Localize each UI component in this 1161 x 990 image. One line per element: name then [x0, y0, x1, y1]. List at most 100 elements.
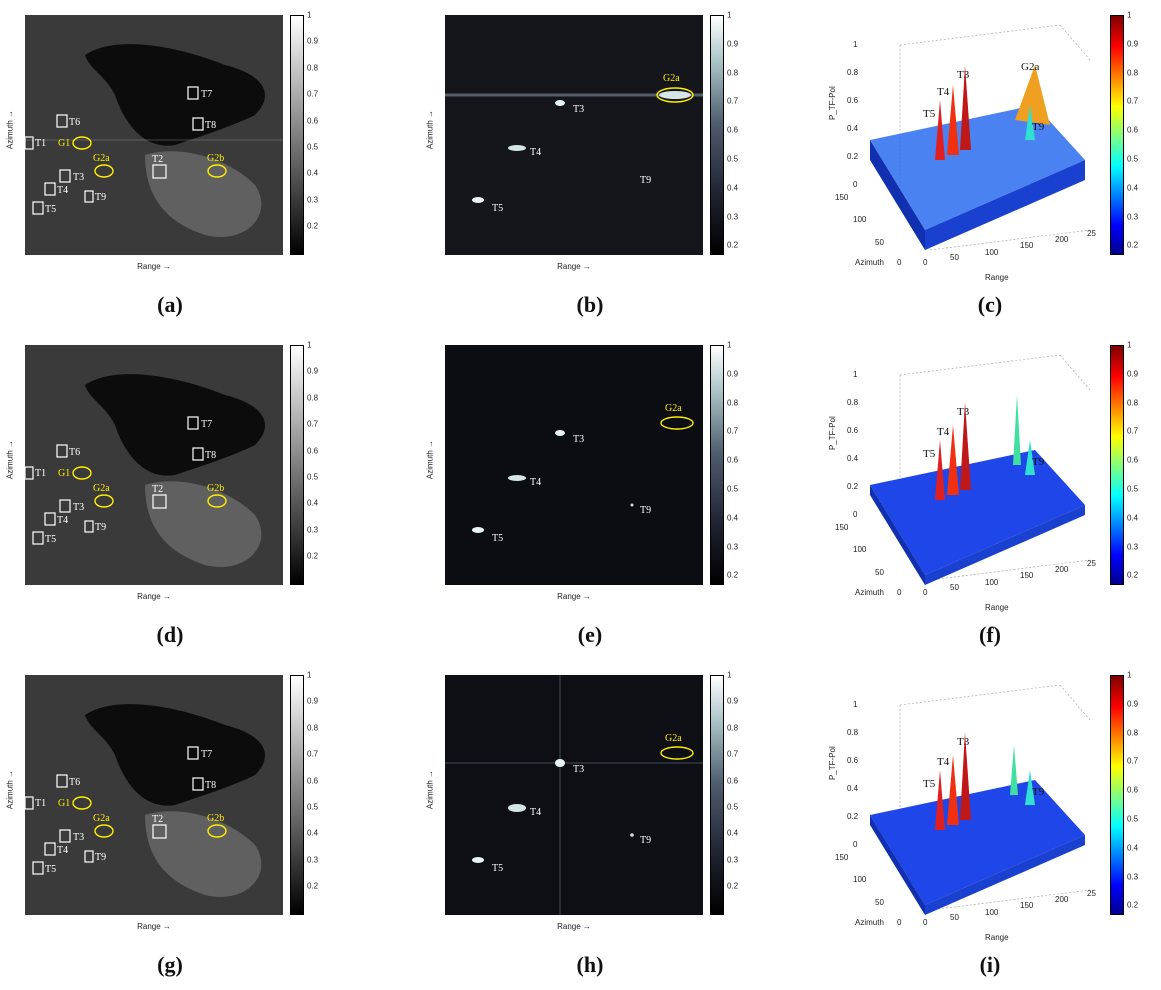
colorbar-ticks: 1 0.9 0.8 0.7 0.6 0.5 0.4 0.3 0.2 [727, 670, 739, 891]
panel-e: T3 T4 T5 T9 G2a 1 0.9 0.8 0.7 0.6 0.5 0.… [420, 330, 807, 660]
colorbar-bone [710, 675, 724, 915]
svg-text:T2: T2 [152, 814, 163, 825]
panel-i: T5 T4 T3 T9 1 0.8 0.6 0.4 0.2 0 150 100 … [820, 660, 1161, 990]
label-t4: T4 [57, 185, 68, 196]
svg-text:0.2: 0.2 [847, 152, 859, 161]
svg-text:T4: T4 [937, 426, 950, 438]
svg-text:50: 50 [875, 568, 884, 577]
svg-text:150: 150 [835, 853, 849, 862]
y-axis-label: Azimuth → [425, 109, 435, 150]
svg-text:0: 0 [923, 588, 928, 597]
svg-text:100: 100 [853, 215, 867, 224]
colorbar-ticks: 1 0.9 0.8 0.7 0.6 0.5 0.4 0.3 0.2 [1127, 340, 1139, 580]
sar-intensity-image-d: T1 T6 T7 T8 T3 T4 T5 T2 T9 G1 G2a G2b [25, 345, 283, 585]
svg-text:0.8: 0.8 [847, 398, 859, 407]
svg-text:150: 150 [1020, 571, 1034, 580]
colorbar-jet [1110, 675, 1124, 915]
panel-a: T1 T6 T7 T8 T3 T4 T5 T2 T9 G1 G2a G2b 1 … [0, 0, 387, 330]
svg-text:0.4: 0.4 [847, 124, 859, 133]
svg-text:G1: G1 [58, 798, 70, 809]
svg-text:T6: T6 [69, 777, 80, 788]
svg-text:T4: T4 [530, 477, 541, 488]
svg-text:T7: T7 [201, 749, 212, 760]
svg-text:Azimuth: Azimuth [855, 588, 884, 597]
caption-c: (c) [977, 292, 1003, 317]
svg-text:0.4: 0.4 [847, 784, 859, 793]
label-t5: T5 [45, 204, 56, 215]
svg-text:0.6: 0.6 [847, 426, 859, 435]
y-axis-label: Azimuth → [5, 109, 15, 150]
svg-text:0.8: 0.8 [847, 728, 859, 737]
svg-text:0: 0 [923, 258, 928, 267]
svg-text:T9: T9 [95, 522, 106, 533]
svg-text:T5: T5 [923, 778, 936, 790]
label-g2b: G2b [207, 153, 224, 164]
panel-d: T1 T6 T7 T8 T3 T4 T5 T2 T9 G1 G2a G2b 1 … [0, 330, 387, 660]
svg-text:200: 200 [1055, 565, 1069, 574]
svg-text:T7: T7 [201, 419, 212, 430]
svg-text:T3: T3 [573, 434, 584, 445]
svg-text:G2a: G2a [93, 483, 110, 494]
svg-text:G2a: G2a [93, 813, 110, 824]
caption-i: (i) [979, 952, 1001, 977]
svg-text:T5: T5 [45, 534, 56, 545]
svg-text:0: 0 [897, 258, 902, 267]
colorbar-ticks: 1 0.9 0.8 0.7 0.6 0.5 0.4 0.3 0.2 [727, 10, 739, 250]
svg-text:150: 150 [1020, 241, 1034, 250]
svg-text:T3: T3 [73, 832, 84, 843]
svg-text:50: 50 [875, 898, 884, 907]
svg-text:T6: T6 [69, 447, 80, 458]
svg-text:Range: Range [985, 273, 1009, 282]
svg-text:0: 0 [897, 918, 902, 927]
colorbar-ticks: 1 0.9 0.8 0.7 0.6 0.5 0.4 0.3 0.2 [1127, 670, 1139, 910]
svg-text:Range: Range [985, 933, 1009, 942]
sar-intensity-image-g: T1 T6 T7 T8 T3 T4 T5 T2 T9 G1 G2a G2b [25, 675, 283, 915]
svg-text:200: 200 [1055, 235, 1069, 244]
label-t3: T3 [73, 172, 84, 183]
svg-text:T5: T5 [492, 533, 503, 544]
svg-text:T9: T9 [1032, 456, 1045, 468]
label-g2a: G2a [93, 153, 110, 164]
svg-text:0: 0 [853, 510, 858, 519]
x-axis-label: Range → [557, 922, 591, 931]
svg-text:100: 100 [853, 545, 867, 554]
label-t5: T5 [492, 203, 503, 214]
x-axis-label: Range → [137, 262, 171, 271]
svg-text:200: 200 [1055, 895, 1069, 904]
svg-text:Range: Range [985, 603, 1009, 612]
x-axis-label: Range → [557, 262, 591, 271]
caption-d: (d) [156, 622, 184, 647]
y-axis-label: Azimuth → [425, 769, 435, 810]
svg-text:150: 150 [1020, 901, 1034, 910]
svg-text:0: 0 [853, 840, 858, 849]
svg-text:1: 1 [853, 370, 858, 379]
svg-text:P_TF-Pol: P_TF-Pol [828, 746, 837, 780]
label-t3: T3 [573, 104, 584, 115]
svg-text:T4: T4 [937, 756, 950, 768]
label-t9: T9 [1032, 121, 1045, 133]
svg-text:G2a: G2a [665, 733, 682, 744]
svg-text:25: 25 [1087, 229, 1096, 238]
label-t6: T6 [69, 117, 80, 128]
colorbar-ticks: 1 0.9 0.8 0.7 0.6 0.5 0.4 0.3 0.2 [307, 670, 319, 891]
panel-f: T5 T4 T3 T9 1 0.8 0.6 0.4 0.2 0 150 100 … [820, 330, 1161, 660]
colorbar-bone [710, 15, 724, 255]
svg-text:0: 0 [897, 588, 902, 597]
svg-text:G1: G1 [58, 468, 70, 479]
detector-output-image-e: T3 T4 T5 T9 G2a [445, 345, 703, 585]
caption-g: (g) [157, 952, 183, 977]
surface-plot-i: T5 T4 T3 T9 1 0.8 0.6 0.4 0.2 0 150 100 … [825, 670, 1120, 945]
svg-text:0.6: 0.6 [847, 96, 859, 105]
svg-text:25: 25 [1087, 559, 1096, 568]
svg-text:0.8: 0.8 [847, 68, 859, 77]
svg-text:0: 0 [923, 918, 928, 927]
panel-h: T3 T4 T5 T9 G2a 1 0.9 0.8 0.7 0.6 0.5 0.… [420, 660, 807, 990]
svg-text:T1: T1 [35, 468, 46, 479]
svg-text:100: 100 [853, 875, 867, 884]
colorbar-gray [290, 345, 304, 585]
svg-text:P_TF-Pol: P_TF-Pol [828, 416, 837, 450]
svg-text:0.4: 0.4 [847, 454, 859, 463]
label-t4: T4 [937, 86, 950, 98]
svg-text:T8: T8 [205, 780, 216, 791]
surface-plot-f: T5 T4 T3 T9 1 0.8 0.6 0.4 0.2 0 150 100 … [825, 340, 1120, 615]
